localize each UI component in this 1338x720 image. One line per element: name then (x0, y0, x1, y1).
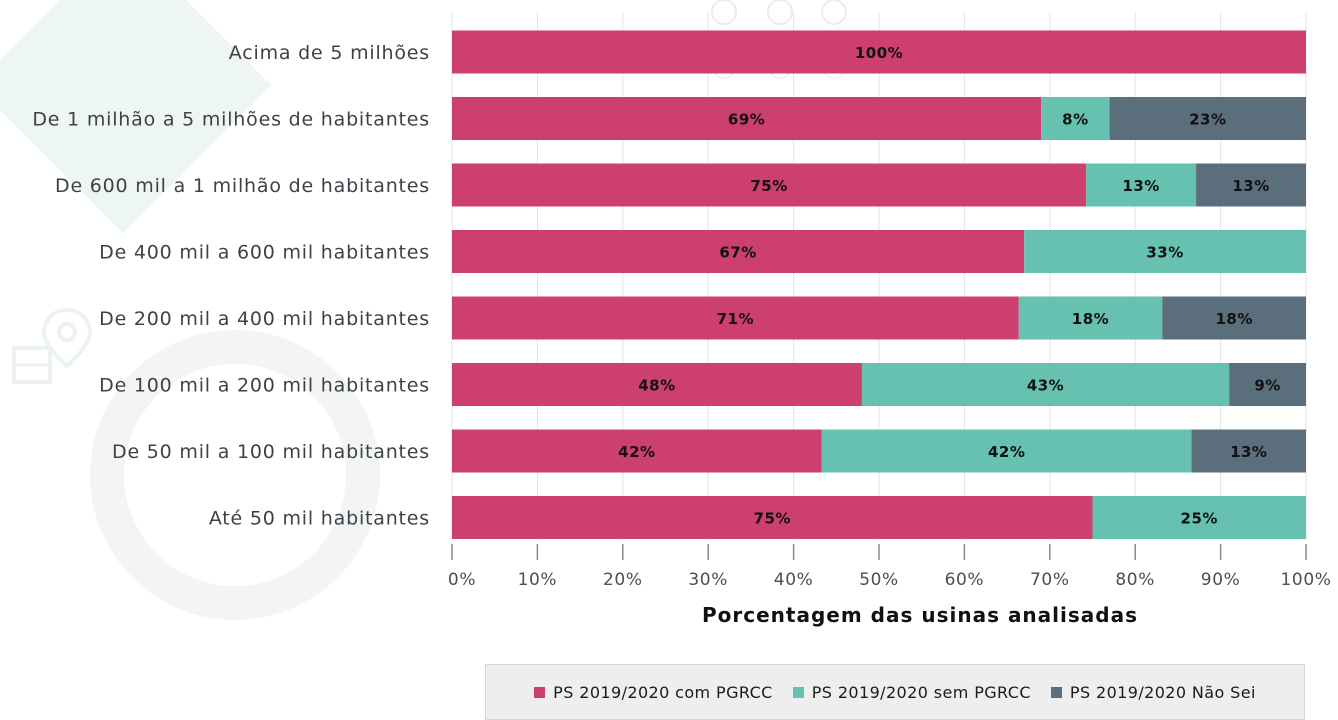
legend-swatch-com-pgrcc (534, 686, 546, 698)
legend-swatch-sem-pgrcc (792, 686, 804, 698)
bar-segment (452, 363, 862, 406)
category-label: De 200 mil a 400 mil habitantes (99, 308, 430, 330)
data-label: 8% (1062, 111, 1088, 129)
data-label: 75% (754, 510, 791, 528)
tick-label-20: 20% (603, 570, 643, 590)
bar-segment (1092, 496, 1306, 539)
bar-segment (452, 30, 1306, 74)
tick-label-100: 100% (1280, 570, 1331, 590)
tick-label-30: 30% (688, 570, 728, 590)
tick-label-40: 40% (774, 570, 814, 590)
data-label: 48% (638, 377, 675, 395)
bar-segment (1109, 97, 1306, 140)
data-label: 42% (988, 443, 1025, 461)
category-labels: Acima de 5 milhões De 1 milhão a 5 milhõe… (32, 42, 430, 530)
x-axis-ticks: 0% 10% 20% 30% 40% 50% 60% 70% 80% 90% 100% (448, 544, 1331, 590)
category-label: De 600 mil a 1 milhão de habitantes (55, 175, 430, 197)
category-label: Até 50 mil habitantes (209, 508, 430, 530)
bar-segment (452, 97, 1042, 140)
data-label: 42% (618, 443, 655, 461)
x-axis-title: Porcentagem das usinas analisadas (702, 603, 1138, 627)
legend: PS 2019/2020 com PGRCC PS 2019/2020 sem … (485, 664, 1305, 720)
legend-item-com-pgrcc: PS 2019/2020 com PGRCC (534, 683, 773, 702)
legend-label-nao-sei: PS 2019/2020 Não Sei (1069, 682, 1256, 702)
data-label: 71% (717, 310, 754, 328)
data-label: 13% (1230, 443, 1267, 461)
data-label: 67% (719, 244, 756, 262)
bar-segment (821, 429, 1192, 473)
bar-segment (452, 163, 1087, 207)
data-label: 18% (1072, 310, 1109, 328)
category-label: De 100 mil a 200 mil habitantes (99, 375, 430, 397)
category-label: Acima de 5 milhões (229, 42, 430, 64)
bar-segment (1024, 230, 1306, 273)
data-label: 100% (855, 44, 903, 62)
legend-label-sem-pgrcc: PS 2019/2020 sem PGRCC (811, 682, 1031, 702)
bar-segment (1229, 363, 1306, 406)
tick-label-10: 10% (518, 570, 558, 590)
tick-label-0: 0% (448, 570, 476, 590)
data-label: 75% (750, 177, 787, 195)
bar-segment (452, 496, 1093, 539)
category-label: De 1 milhão a 5 milhões de habitantes (32, 109, 430, 131)
data-label: 23% (1189, 111, 1226, 129)
bar-segment (861, 363, 1230, 406)
bar-segment (1191, 429, 1306, 473)
tick-label-50: 50% (859, 570, 899, 590)
data-label: 18% (1215, 310, 1252, 328)
bar-segment (1041, 97, 1110, 140)
data-label: 43% (1027, 377, 1064, 395)
category-label: De 400 mil a 600 mil habitantes (99, 242, 430, 264)
bar-segment (452, 296, 1019, 340)
data-label: 9% (1254, 377, 1280, 395)
bar-segment (452, 230, 1025, 273)
data-label: 13% (1232, 177, 1269, 195)
legend-item-nao-sei: PS 2019/2020 Não Sei (1050, 682, 1256, 702)
category-label: De 50 mil a 100 mil habitantes (112, 441, 430, 463)
bar-segment (1162, 296, 1306, 340)
tick-label-60: 60% (945, 570, 985, 590)
legend-label-com-pgrcc: PS 2019/2020 com PGRCC (553, 682, 773, 702)
bars: 100% 69% 8% 23% 75% 13% 13% 67% 33% 71% 18% 18% 48% 4… (452, 30, 1306, 539)
bar-segment (1086, 163, 1197, 207)
data-label: 13% (1122, 177, 1159, 195)
data-label: 69% (728, 111, 765, 129)
bar-segment (1196, 163, 1306, 207)
legend-swatch-nao-sei (1050, 686, 1062, 698)
tick-label-70: 70% (1030, 570, 1070, 590)
legend-item-sem-pgrcc: PS 2019/2020 sem PGRCC (792, 682, 1031, 702)
tick-label-90: 90% (1201, 570, 1241, 590)
bar-segment (452, 429, 822, 473)
data-label: 33% (1146, 244, 1183, 262)
data-label: 25% (1181, 510, 1218, 528)
bar-segment (1018, 296, 1163, 340)
tick-label-80: 80% (1115, 570, 1155, 590)
